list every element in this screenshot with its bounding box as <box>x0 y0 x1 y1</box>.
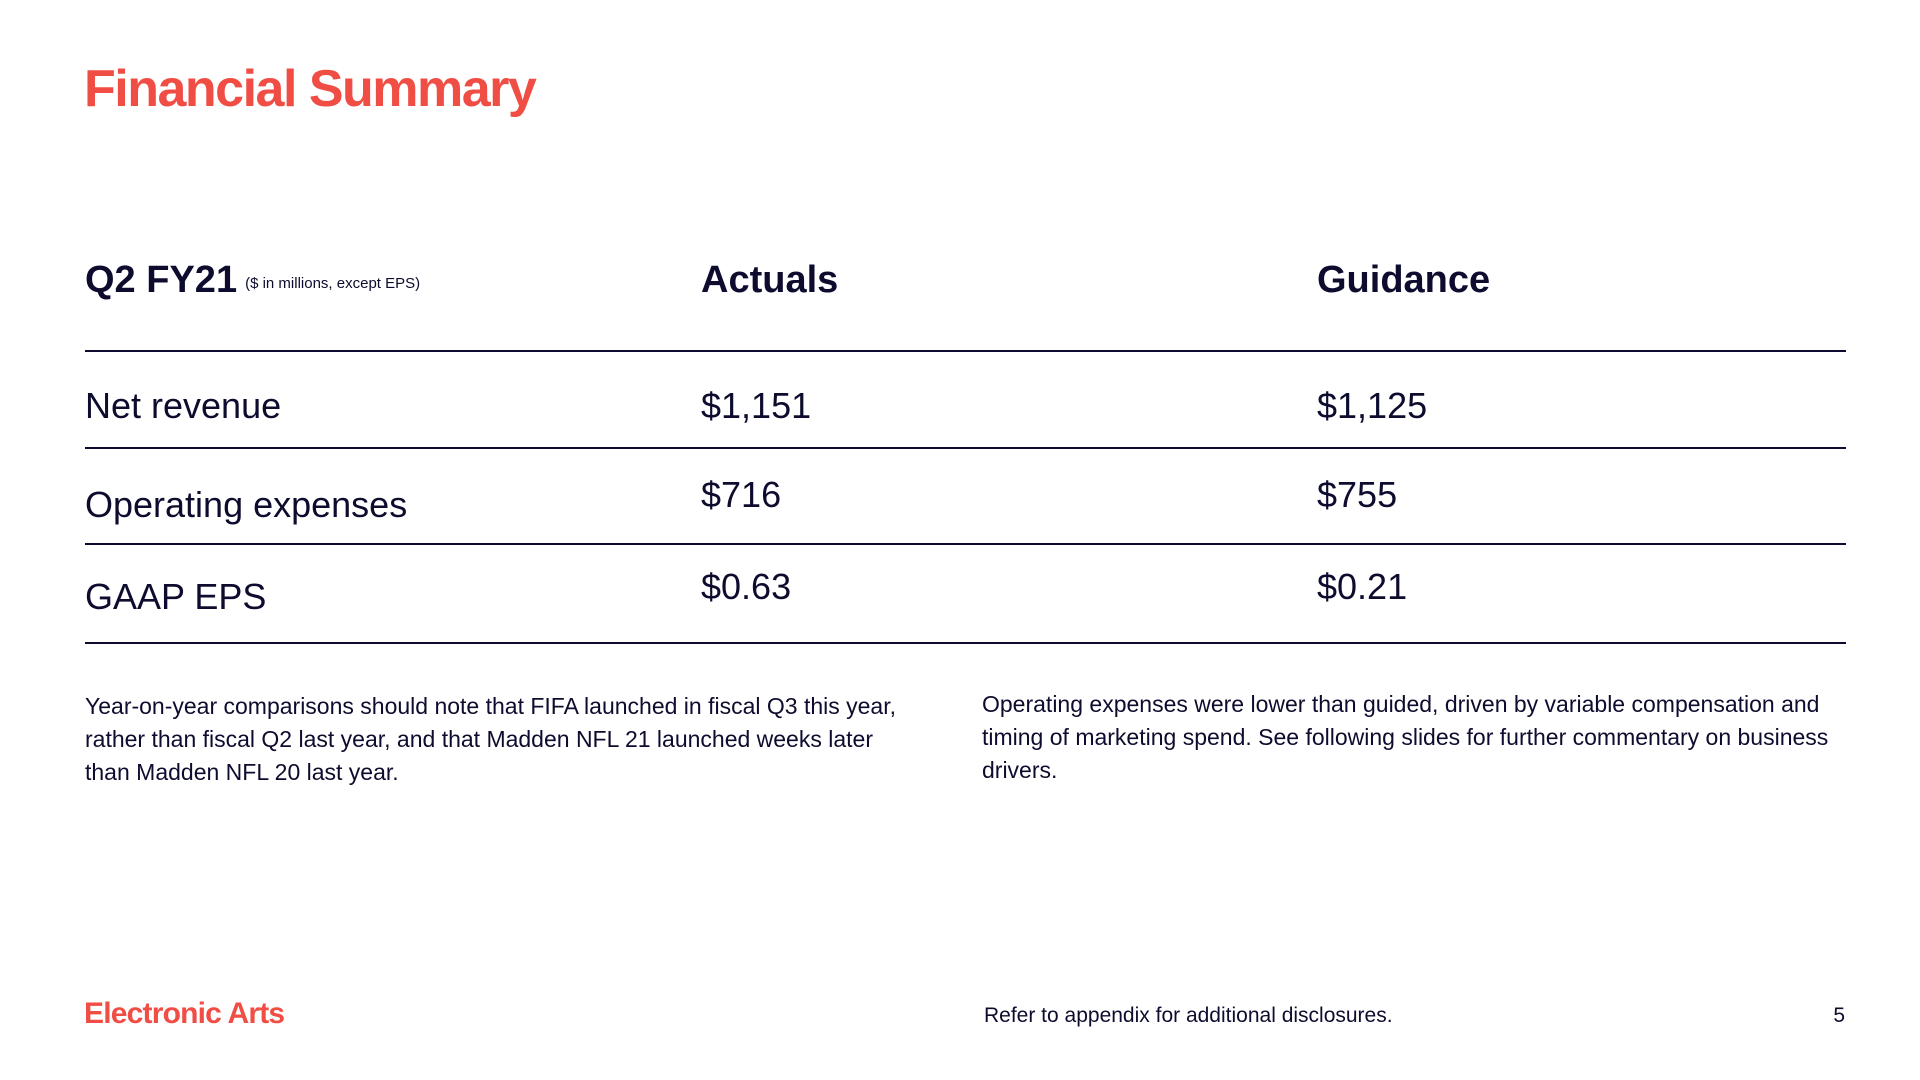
brand-logo: Electronic Arts <box>84 997 285 1030</box>
guidance-value: $0.21 <box>1317 566 1408 607</box>
table-row-gaap-eps: GAAP EPS $0.63 $0.21 <box>85 545 1846 644</box>
table-row-operating-expenses: Operating expenses $716 $755 <box>85 449 1846 545</box>
units-note: ($ in millions, except EPS) <box>245 275 421 292</box>
financial-summary-table: Q2 FY21 ($ in millions, except EPS) Actua… <box>85 250 1846 644</box>
actual-value: $0.63 <box>701 566 792 607</box>
guidance-column-header: Guidance <box>1317 259 1491 301</box>
actual-value: $716 <box>701 474 782 515</box>
period-header: Q2 FY21 ($ in millions, except EPS) <box>85 258 420 304</box>
page-number: 5 <box>1833 1004 1845 1027</box>
row-label: GAAP EPS <box>85 576 267 617</box>
table-row-net-revenue: Net revenue $1,151 $1,125 <box>85 352 1846 449</box>
row-label: Operating expenses <box>85 484 408 525</box>
footer-disclosure-note: Refer to appendix for additional disclos… <box>984 1004 1393 1027</box>
row-label: Net revenue <box>85 385 282 426</box>
actuals-column-header: Actuals <box>701 259 839 301</box>
slide-title: Financial Summary <box>84 60 537 118</box>
period-label: Q2 FY21 <box>85 259 238 301</box>
actual-value: $1,151 <box>701 385 812 426</box>
guidance-value: $755 <box>1317 474 1398 515</box>
table-header-row: Q2 FY21 ($ in millions, except EPS) Actua… <box>85 250 1846 352</box>
commentary-right: Operating expenses were lower than guide… <box>982 691 1829 783</box>
commentary-left: Year-on-year comparisons should note tha… <box>85 693 896 785</box>
guidance-value: $1,125 <box>1317 385 1428 426</box>
